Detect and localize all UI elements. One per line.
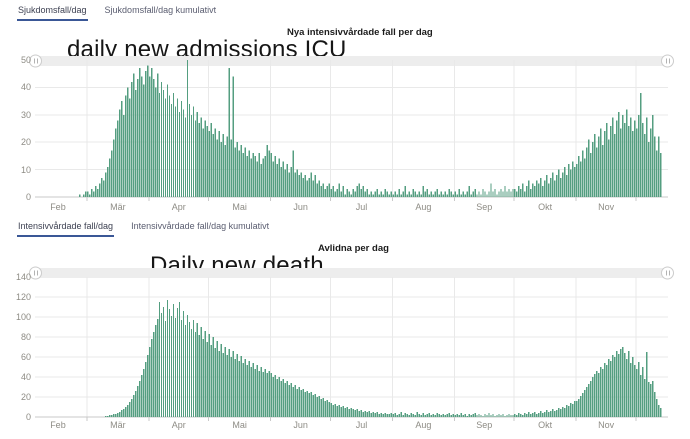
daily-deaths-chart: 0 20 40 60 80 100 120 140 Feb Mär Apr Mai Jun Jul Aug… [0,264,690,436]
y-axis-tick-label: 40 [20,372,31,382]
y-axis-tick-label: 20 [20,392,31,402]
y-axis-tick-label: 50 [20,55,31,65]
x-axis-tick-label: Feb [50,420,66,430]
scrollbar-left-handle-icon[interactable] [29,54,42,68]
x-axis-tick-label: Mär [110,202,126,212]
y-axis-tick-label: 120 [15,292,31,302]
y-axis-tick-label: 10 [20,164,31,175]
chart1-bar-plot[interactable] [35,60,668,201]
y-axis-tick-label: 0 [25,192,31,202]
x-axis-tick-label: Mai [232,420,247,430]
icu-admissions-chart: 0 10 20 30 40 50 Feb Mär Apr Mai Jun Jul Aug Sep Okt N… [0,52,690,214]
scrollbar-right-handle-icon[interactable] [661,54,674,68]
x-axis-tick-label: Okt [538,420,553,430]
tab-sjukdomsfall-dag-kumulativt[interactable]: Sjukdomsfall/dag kumulativt [104,5,217,15]
x-axis-tick-label: Jul [355,202,368,212]
tab-intensivvardade-fall-dag[interactable]: Intensivvårdade fall/dag [17,219,115,237]
tab-intensivvardade-fall-dag-kumulativt[interactable]: Intensivvårdade fall/dag kumulativt [131,221,270,231]
scrollbar-left-handle-icon[interactable] [29,266,42,280]
x-axis-tick-label: Mai [232,202,247,212]
y-axis-tick-label: 140 [15,272,31,282]
scrollbar-right-handle-icon[interactable] [661,266,674,280]
chart1-subtitle: Nya intensivvårdade fall per dag [287,27,433,38]
x-axis-tick-label: Mär [110,420,126,430]
x-axis-tick-label: Aug [415,202,432,212]
chart1-x-axis-labels: Feb Mär Apr Mai Jun Jul Aug Sep Okt Nov [0,202,690,214]
x-axis-tick-label: Jun [293,420,308,430]
y-axis-tick-label: 100 [15,312,31,322]
x-axis-tick-label: Apr [171,420,186,430]
chart2-y-axis-labels: 0 20 40 60 80 100 120 140 [0,264,31,436]
chart2-subtitle: Avlidna per dag [318,243,389,254]
y-axis-tick-label: 20 [20,137,31,148]
tabbar-sjukdomsfall: Sjukdomsfall/dag Sjukdomsfall/dag kumula… [17,3,217,21]
tab-sjukdomsfall-dag[interactable]: Sjukdomsfall/dag [17,3,88,21]
x-axis-tick-label: Aug [415,420,432,430]
x-axis-tick-label: Feb [50,202,66,212]
x-axis-tick-label: Nov [598,202,615,212]
x-axis-tick-label: Sep [476,202,493,212]
x-axis-tick-label: Nov [598,420,615,430]
tabbar-intensivvardade: Intensivvårdade fall/dag Intensivvårdade… [17,219,270,237]
chart1-y-axis-labels: 0 10 20 30 40 50 [0,52,31,214]
y-axis-tick-label: 40 [20,82,31,93]
y-axis-tick-label: 60 [20,352,31,362]
x-axis-tick-label: Okt [538,202,553,212]
chart1-range-scrollbar[interactable] [29,54,674,68]
y-axis-tick-label: 80 [20,332,31,342]
x-axis-tick-label: Jun [293,202,308,212]
x-axis-tick-label: Apr [171,202,186,212]
x-axis-tick-label: Jul [355,420,368,430]
y-axis-tick-label: 0 [25,412,31,422]
chart2-range-scrollbar[interactable] [29,266,674,280]
y-axis-tick-label: 30 [20,109,31,120]
x-axis-tick-label: Sep [476,420,493,430]
chart2-x-axis-labels: Feb Mär Apr Mai Jun Jul Aug Sep Okt Nov [0,420,690,432]
chart2-bar-plot[interactable] [35,277,668,421]
